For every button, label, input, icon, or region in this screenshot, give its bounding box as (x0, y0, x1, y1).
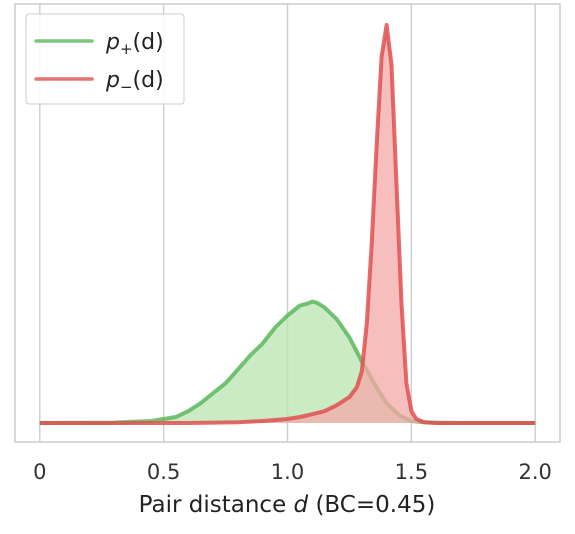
x-tick-label: 2.0 (519, 460, 552, 484)
legend-label-p-plus: p+(d) (105, 30, 164, 58)
x-tick-label: 1.0 (271, 460, 304, 484)
legend: p+(d) p−(d) (25, 13, 185, 105)
plot-frame (14, 3, 561, 443)
series-layer (39, 23, 536, 425)
x-tick-label: 0 (33, 460, 46, 484)
series-area-0 (39, 301, 536, 423)
x-tick-label: 0.5 (147, 460, 180, 484)
x-tick-labels: 0 0.5 1.0 1.5 2.0 (33, 460, 552, 484)
series-line-1 (39, 23, 536, 425)
x-tick-label: 1.5 (395, 460, 428, 484)
legend-box (25, 13, 185, 105)
legend-label-p-minus: p−(d) (105, 68, 164, 96)
x-axis-title: Pair distance d (BC=0.45) (139, 492, 436, 518)
